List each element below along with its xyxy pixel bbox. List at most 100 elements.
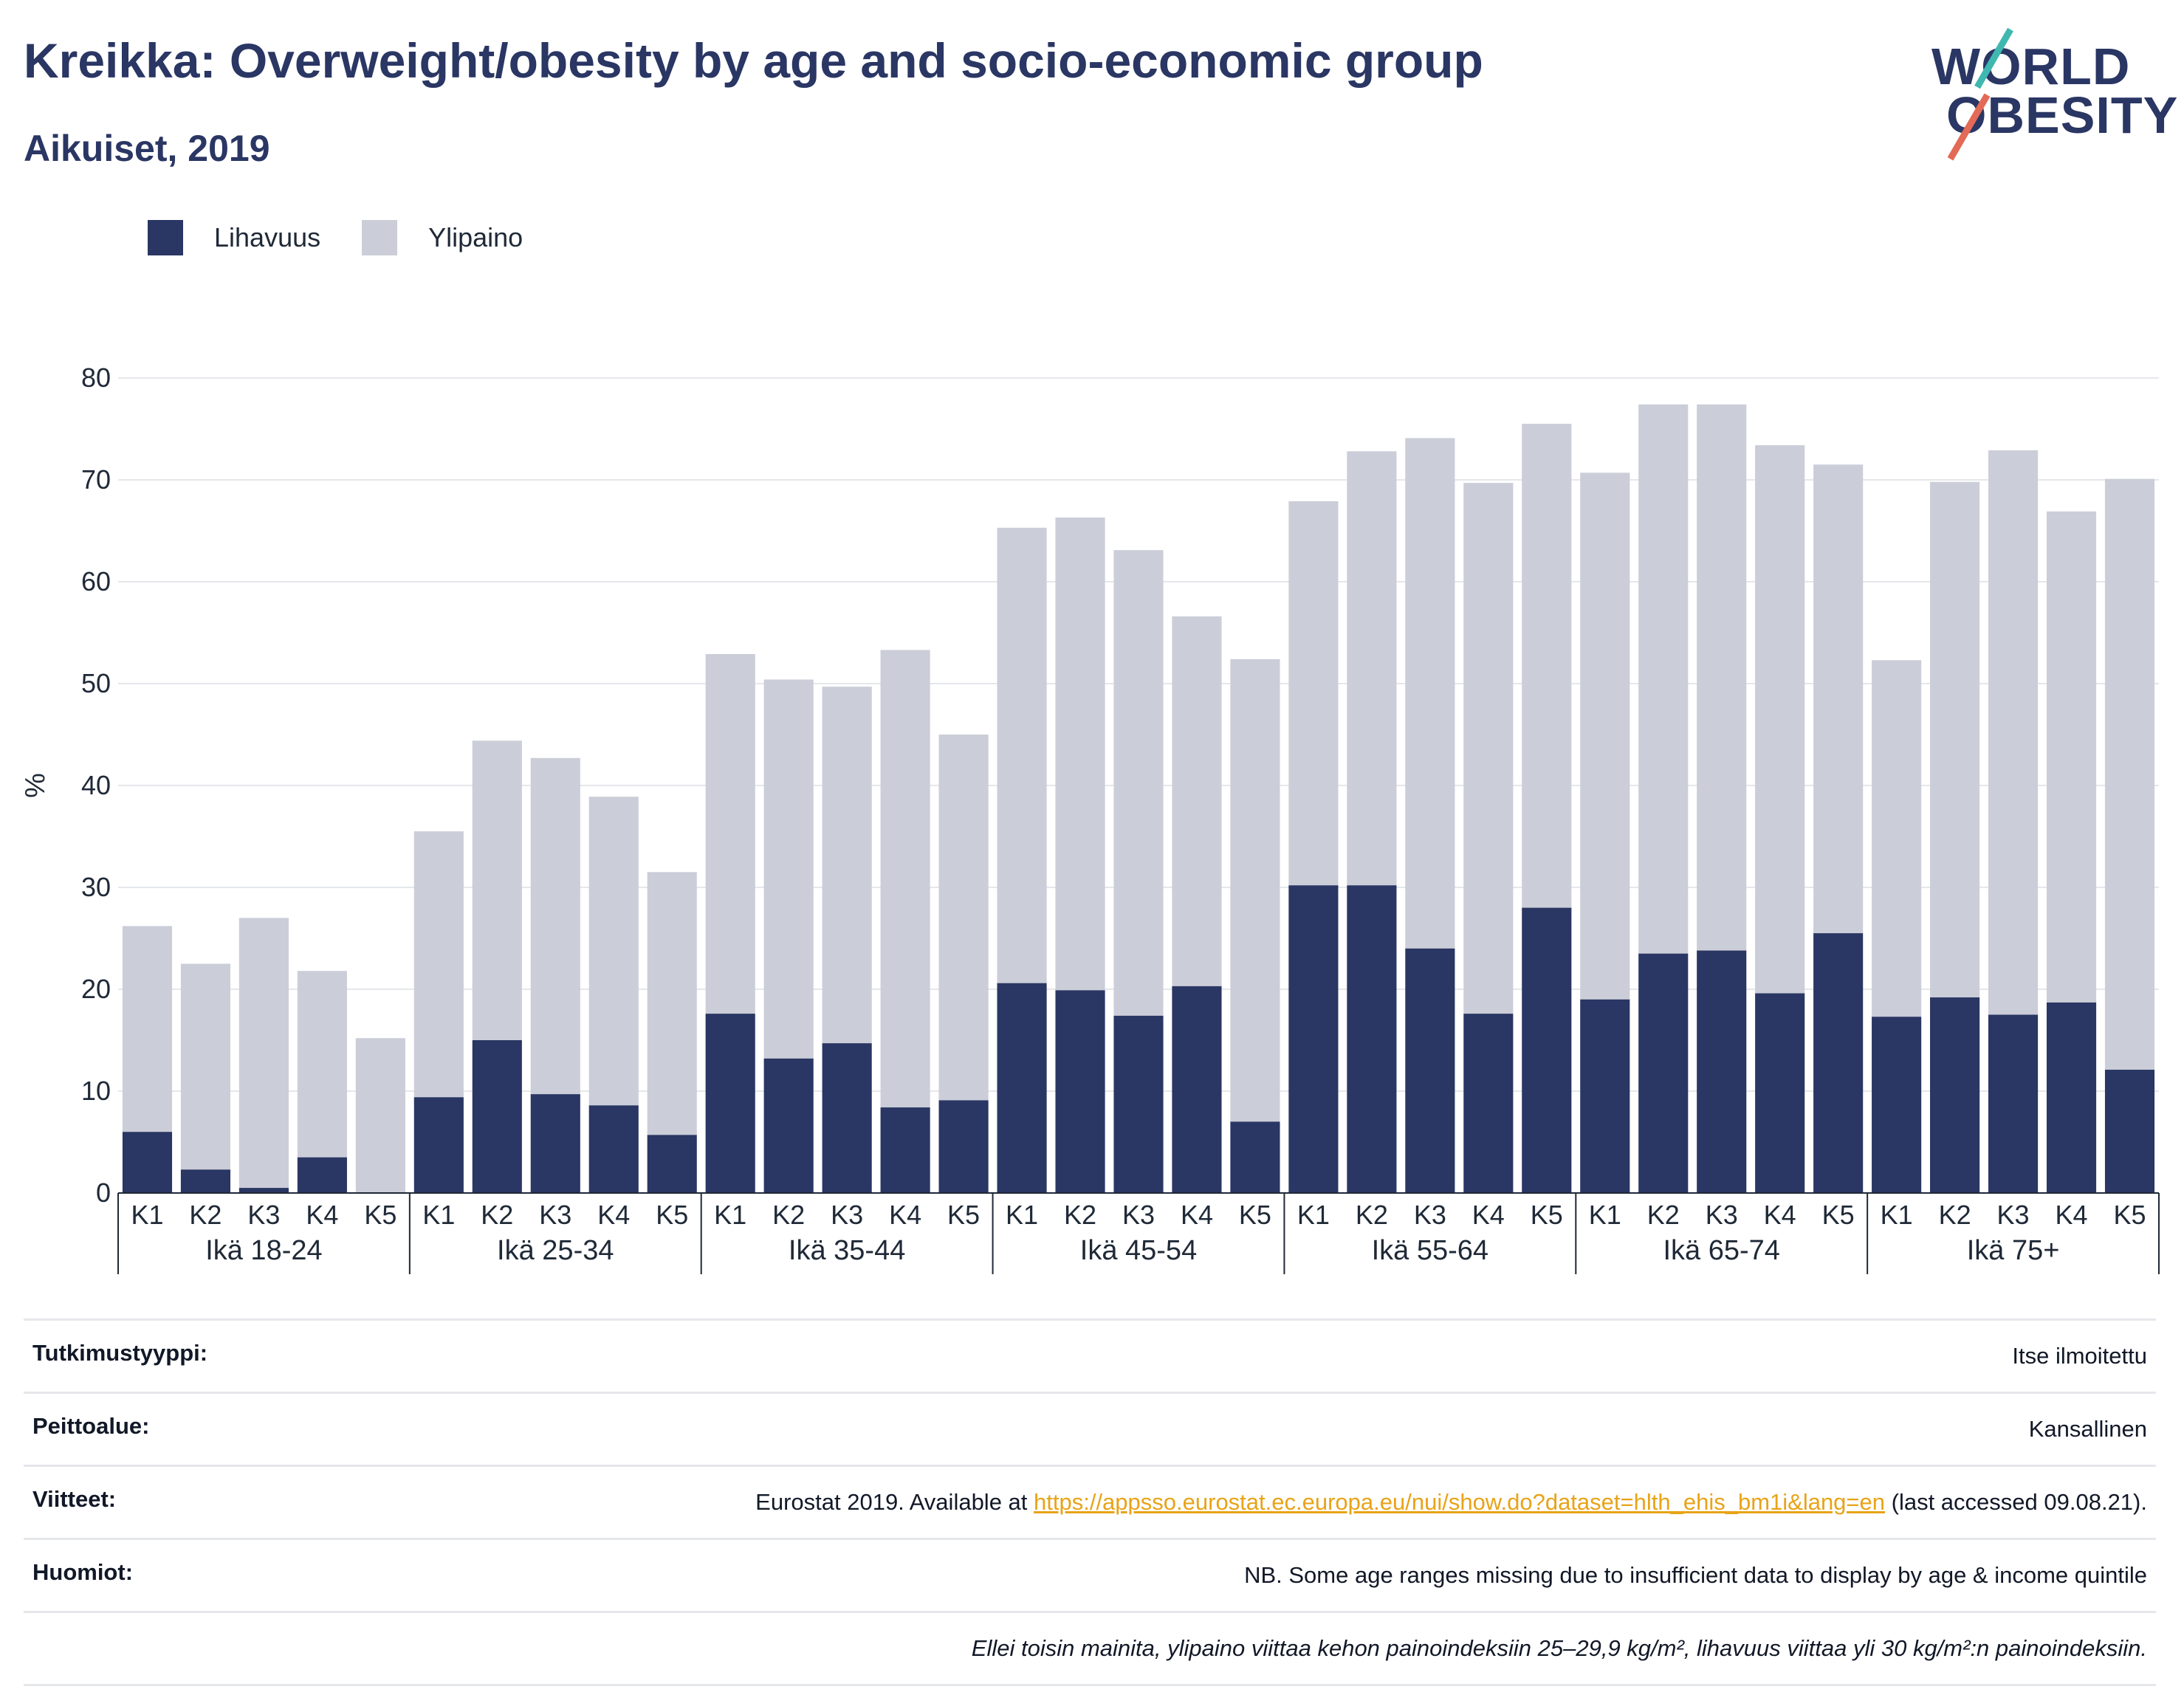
info-row-references: Viitteet: Eurostat 2019. Available at ht…: [24, 1465, 2156, 1539]
x-tick-label: K3: [1706, 1200, 1738, 1230]
bar-lihavuus: [1055, 990, 1105, 1193]
bar-lihavuus: [2104, 1070, 2155, 1193]
bar-lihavuus: [647, 1135, 697, 1193]
bar-lihavuus: [472, 1040, 522, 1193]
x-tick-label: K1: [1589, 1200, 1621, 1230]
bar-ylipaino: [1055, 518, 1105, 991]
x-tick-label: K3: [1414, 1200, 1446, 1230]
legend-swatch-ylipaino: [362, 220, 398, 255]
bar-lihavuus: [1522, 907, 1572, 1193]
reference-suffix: (last accessed 09.08.21).: [1885, 1489, 2147, 1515]
bar-ylipaino: [1288, 501, 1339, 886]
bar-ylipaino: [180, 963, 231, 1170]
bar-lihavuus: [1580, 999, 1630, 1193]
x-tick-label: K2: [1939, 1200, 1971, 1230]
bar-ylipaino: [2046, 511, 2097, 1003]
info-label-coverage: Peittoalue:: [24, 1392, 484, 1466]
x-group-label: Ikä 75+: [1967, 1235, 2060, 1266]
x-tick-label: K2: [481, 1200, 513, 1230]
x-tick-label: K4: [1181, 1200, 1213, 1230]
x-tick-label: K4: [597, 1200, 630, 1230]
y-tick-label: 40: [81, 770, 111, 800]
y-tick-label: 70: [81, 464, 111, 495]
info-label-references: Viitteet:: [24, 1465, 484, 1539]
bar-ylipaino: [472, 740, 522, 1040]
legend-item-ylipaino[interactable]: Ylipaino: [362, 220, 523, 255]
bar-ylipaino: [238, 918, 289, 1189]
y-tick-label: 20: [81, 974, 111, 1004]
y-tick-label: 50: [81, 668, 111, 698]
bar-ylipaino: [822, 687, 872, 1044]
logo-text-obesity: OBESITY: [1946, 86, 2179, 144]
bar-ylipaino: [880, 650, 930, 1108]
bar-lihavuus: [238, 1188, 289, 1193]
bar-ylipaino: [1522, 424, 1572, 908]
bar-ylipaino: [1697, 404, 1747, 951]
x-tick-label: K5: [656, 1200, 688, 1230]
x-tick-label: K1: [1297, 1200, 1330, 1230]
x-group-label: Ikä 65-74: [1663, 1235, 1779, 1266]
y-tick-label: 80: [81, 362, 111, 393]
x-tick-label: K5: [1239, 1200, 1271, 1230]
bar-ylipaino: [1347, 451, 1397, 886]
x-group-label: Ikä 55-64: [1372, 1235, 1488, 1266]
bar-ylipaino: [355, 1038, 405, 1193]
bar-lihavuus: [1172, 986, 1222, 1193]
legend-label-lihavuus: Lihavuus: [214, 222, 321, 252]
y-axis-label: %: [20, 773, 51, 798]
y-tick-label: 60: [81, 566, 111, 596]
x-tick-label: K1: [1881, 1200, 1913, 1230]
x-tick-label: K5: [2113, 1200, 2146, 1230]
bar-lihavuus: [822, 1043, 872, 1193]
bar-ylipaino: [1463, 483, 1514, 1014]
bar-lihavuus: [1813, 933, 1864, 1193]
info-label-footnote: [24, 1611, 484, 1686]
bar-ylipaino: [1872, 660, 1922, 1017]
info-value-coverage: Kansallinen: [484, 1392, 2156, 1466]
stacked-bar-chart: 0 10 20 30 40 50 60 70 80% K1 K2 K3 K4 K5 K1 K2 K3 K4 K5 K1…: [20, 362, 2160, 1274]
reference-link[interactable]: https://appsso.eurostat.ec.europa.eu/nui…: [1034, 1489, 1886, 1515]
bar-lihavuus: [530, 1094, 580, 1193]
bar-ylipaino: [938, 735, 989, 1101]
bar-lihavuus: [122, 1132, 173, 1193]
legend-label-ylipaino: Ylipaino: [428, 222, 523, 252]
bar-ylipaino: [530, 757, 580, 1095]
bar-ylipaino: [2104, 478, 2155, 1070]
info-label-notes: Huomiot:: [24, 1538, 484, 1612]
x-tick-label: K1: [1006, 1200, 1038, 1230]
bar-lihavuus: [1405, 948, 1455, 1193]
x-tick-label: K5: [364, 1200, 396, 1230]
logo-text-world: WORLD: [1931, 38, 2131, 95]
x-tick-label: K2: [1356, 1200, 1388, 1230]
bar-ylipaino: [297, 971, 347, 1158]
bar-ylipaino: [1930, 481, 1980, 998]
bar-lihavuus: [1755, 993, 1805, 1193]
x-tick-label: K3: [247, 1200, 280, 1230]
info-row-study-type: Tutkimustyyppi: Itse ilmoitettu: [24, 1318, 2156, 1393]
x-tick-label: K1: [131, 1200, 163, 1230]
y-tick-label: 10: [81, 1076, 111, 1106]
bar-ylipaino: [1580, 472, 1630, 1000]
x-tick-label: K5: [947, 1200, 980, 1230]
legend-item-lihavuus[interactable]: Lihavuus: [148, 220, 320, 255]
x-tick-label: K3: [1122, 1200, 1155, 1230]
y-tick-label: 30: [81, 872, 111, 902]
x-tick-label: K5: [1531, 1200, 1563, 1230]
bar-lihavuus: [1347, 885, 1397, 1193]
bar-lihavuus: [1288, 885, 1339, 1193]
info-footnote: Ellei toisin mainita, ylipaino viittaa k…: [484, 1611, 2156, 1686]
bar-lihavuus: [413, 1097, 464, 1193]
info-value-notes: NB. Some age ranges missing due to insuf…: [484, 1538, 2156, 1612]
bar-ylipaino: [705, 653, 755, 1014]
x-tick-label: K3: [831, 1200, 863, 1230]
bar-lihavuus: [1988, 1014, 2039, 1193]
bar-lihavuus: [1463, 1014, 1514, 1193]
chart-title: Kreikka: Overweight/obesity by age and s…: [24, 33, 1483, 88]
chart-legend: Lihavuus Ylipaino: [148, 219, 564, 257]
x-tick-label: K1: [422, 1200, 455, 1230]
x-tick-label: K4: [2056, 1200, 2088, 1230]
bar-ylipaino: [1988, 450, 2039, 1015]
x-tick-label: K4: [306, 1200, 338, 1230]
reference-prefix: Eurostat 2019. Available at: [755, 1489, 1034, 1515]
bar-ylipaino: [1813, 464, 1864, 934]
